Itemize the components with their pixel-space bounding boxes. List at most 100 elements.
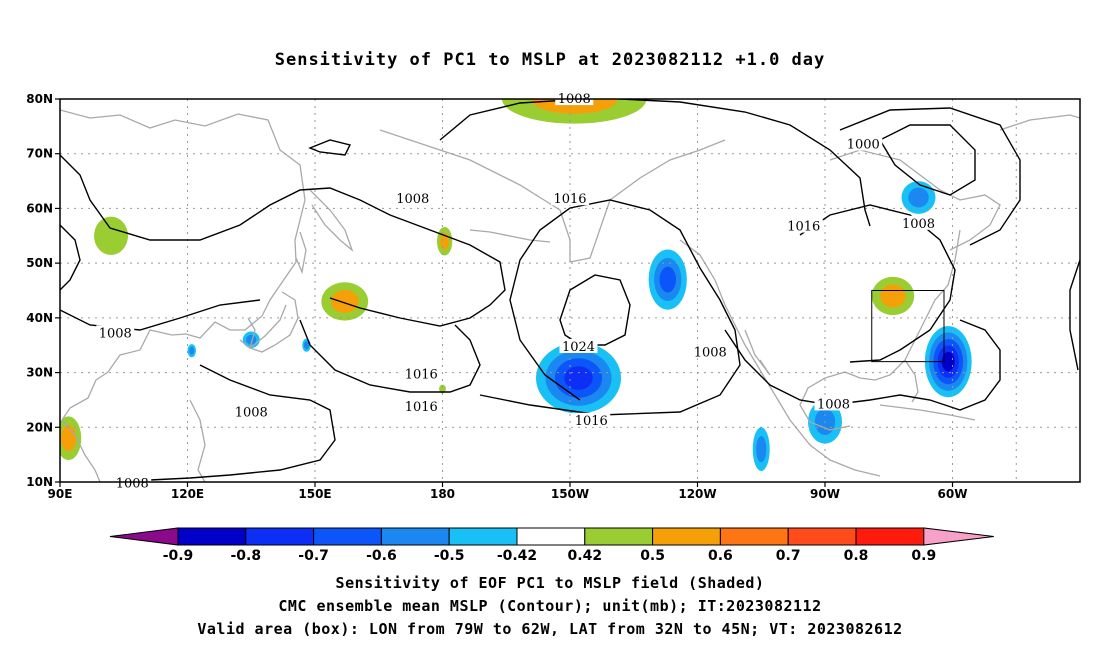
colorbar-label: 0.8 [844,548,869,564]
coast-sakhalin [295,231,307,275]
contour-label: 1008 [396,192,429,207]
contour-east-low [1069,259,1080,371]
contour-arctic-1008 [439,99,871,227]
lon-label: 150W [551,487,589,501]
lat-label: 80N [26,92,53,106]
colorbar-low-arrow [109,527,179,546]
contour-1016-high [479,199,741,416]
valid-area-box [871,290,945,363]
colorbar-swatch [448,527,518,546]
colorbar-label: 0.7 [776,548,801,564]
colorbar-swatch [855,527,925,546]
colorbar: -0.9 -0.8 -0.7 -0.6 -0.5 -0.42 0.42 0.5 0.6 0.7 0.… [109,527,994,564]
colorbar-label: -0.9 [163,548,194,564]
colorbar-swatch [177,527,247,546]
lon-label: 90E [48,487,73,501]
coastlines [60,109,1080,482]
contour-label-bg [393,191,432,206]
colorbar-label: -0.5 [434,548,465,564]
contour-label-bg [402,399,441,414]
contour-kamchatka-low [308,139,352,156]
coast-greenland [999,114,1080,131]
lat-label: 70N [26,147,53,161]
mslp-contours [60,99,1080,481]
contour-label-bg [555,91,594,106]
coast-aleutians [469,229,551,243]
contour-label-bg [899,215,938,230]
contour-label: 1000 [847,138,880,153]
lat-label: 30N [26,366,53,380]
contour-label-bg [844,136,883,151]
shade-china-coast-positive [60,425,77,452]
coast-indochina [61,419,101,482]
map-title: Sensitivity of PC1 to MSLP at 2023082112… [274,50,826,70]
shade-siberia-positive [94,216,128,255]
contour-label: 1016 [553,192,586,207]
lon-label: 120E [171,487,204,501]
caption-shading: Sensitivity of EOF PC1 to MSLP field (Sh… [335,574,765,592]
lon-label: 120W [678,487,716,501]
colorbar-swatch [652,527,721,546]
contour-label-bg [559,338,598,353]
contour-label: 1016 [787,220,820,235]
colorbar-label: -0.7 [298,548,329,564]
lon-label: 150E [298,487,331,501]
coast-philippines [189,399,206,482]
contour-label-bg [691,344,730,359]
contour-label: 1016 [575,414,608,429]
colorbar-swatch [787,527,857,546]
shade-valid-area-negative [941,351,955,372]
shade-taiwan-negative [189,346,195,355]
contour-label: 1024 [562,340,595,355]
colorbar-swatch [516,527,586,546]
contour-label: 1008 [817,397,850,412]
contour-1016-west [299,319,481,393]
lat-label: 10N [26,475,53,489]
colorbar-label: -0.8 [230,548,261,564]
shade-great-lakes-positive [880,284,906,308]
contour-subtrop-1008 [724,319,1001,411]
coast-kamchatka [309,189,354,253]
shade-japan-east-positive [330,289,359,313]
shade-subtropical-negative [564,366,593,390]
coast-na-west [679,239,881,477]
colorbar-swatch [245,527,315,546]
lon-label: 60W [938,487,968,501]
contour-label-bg [551,191,589,206]
contour-label: 1008 [902,217,935,232]
shade-central-america-negative [756,436,767,463]
colorbar-label: 0.9 [911,548,936,564]
colorbar-high-arrow [923,527,994,546]
contour-west-low [60,224,81,291]
colorbar-label: -0.6 [366,548,397,564]
contour-na-1016 [799,204,956,363]
contour-label-bg [572,412,611,427]
contour-label: 1016 [405,400,438,415]
lat-label: 50N [26,256,53,270]
colorbar-label: 0.42 [568,548,603,564]
shade-arctic-positive [530,99,618,114]
coast-caribbean [879,404,976,421]
shade-kuroshio-negative [303,341,310,350]
contour-label: 1008 [116,477,149,492]
coast-baja [744,329,771,376]
colorbar-swatch [313,527,382,546]
shade-dateline-positive [439,384,446,394]
lat-label: 20N [26,420,53,434]
colorbar-label: -0.42 [497,548,537,564]
coast-hudson [829,149,1001,251]
lon-label: 180 [430,487,455,501]
lat-label: 40N [26,311,53,325]
lon-label: 90W [810,487,840,501]
contour-hudson-1008 [839,107,1021,246]
colorbar-swatch [584,527,654,546]
coast-asia [60,109,306,421]
caption-valid-area: Valid area (box): LON from 79W to 62W, L… [197,620,903,638]
shade-japan-negative [246,334,257,345]
coast-korea [239,317,256,350]
coast-japan [248,291,299,353]
contour-aleutian-1008 [60,154,506,327]
colorbar-label: 0.5 [640,548,665,564]
